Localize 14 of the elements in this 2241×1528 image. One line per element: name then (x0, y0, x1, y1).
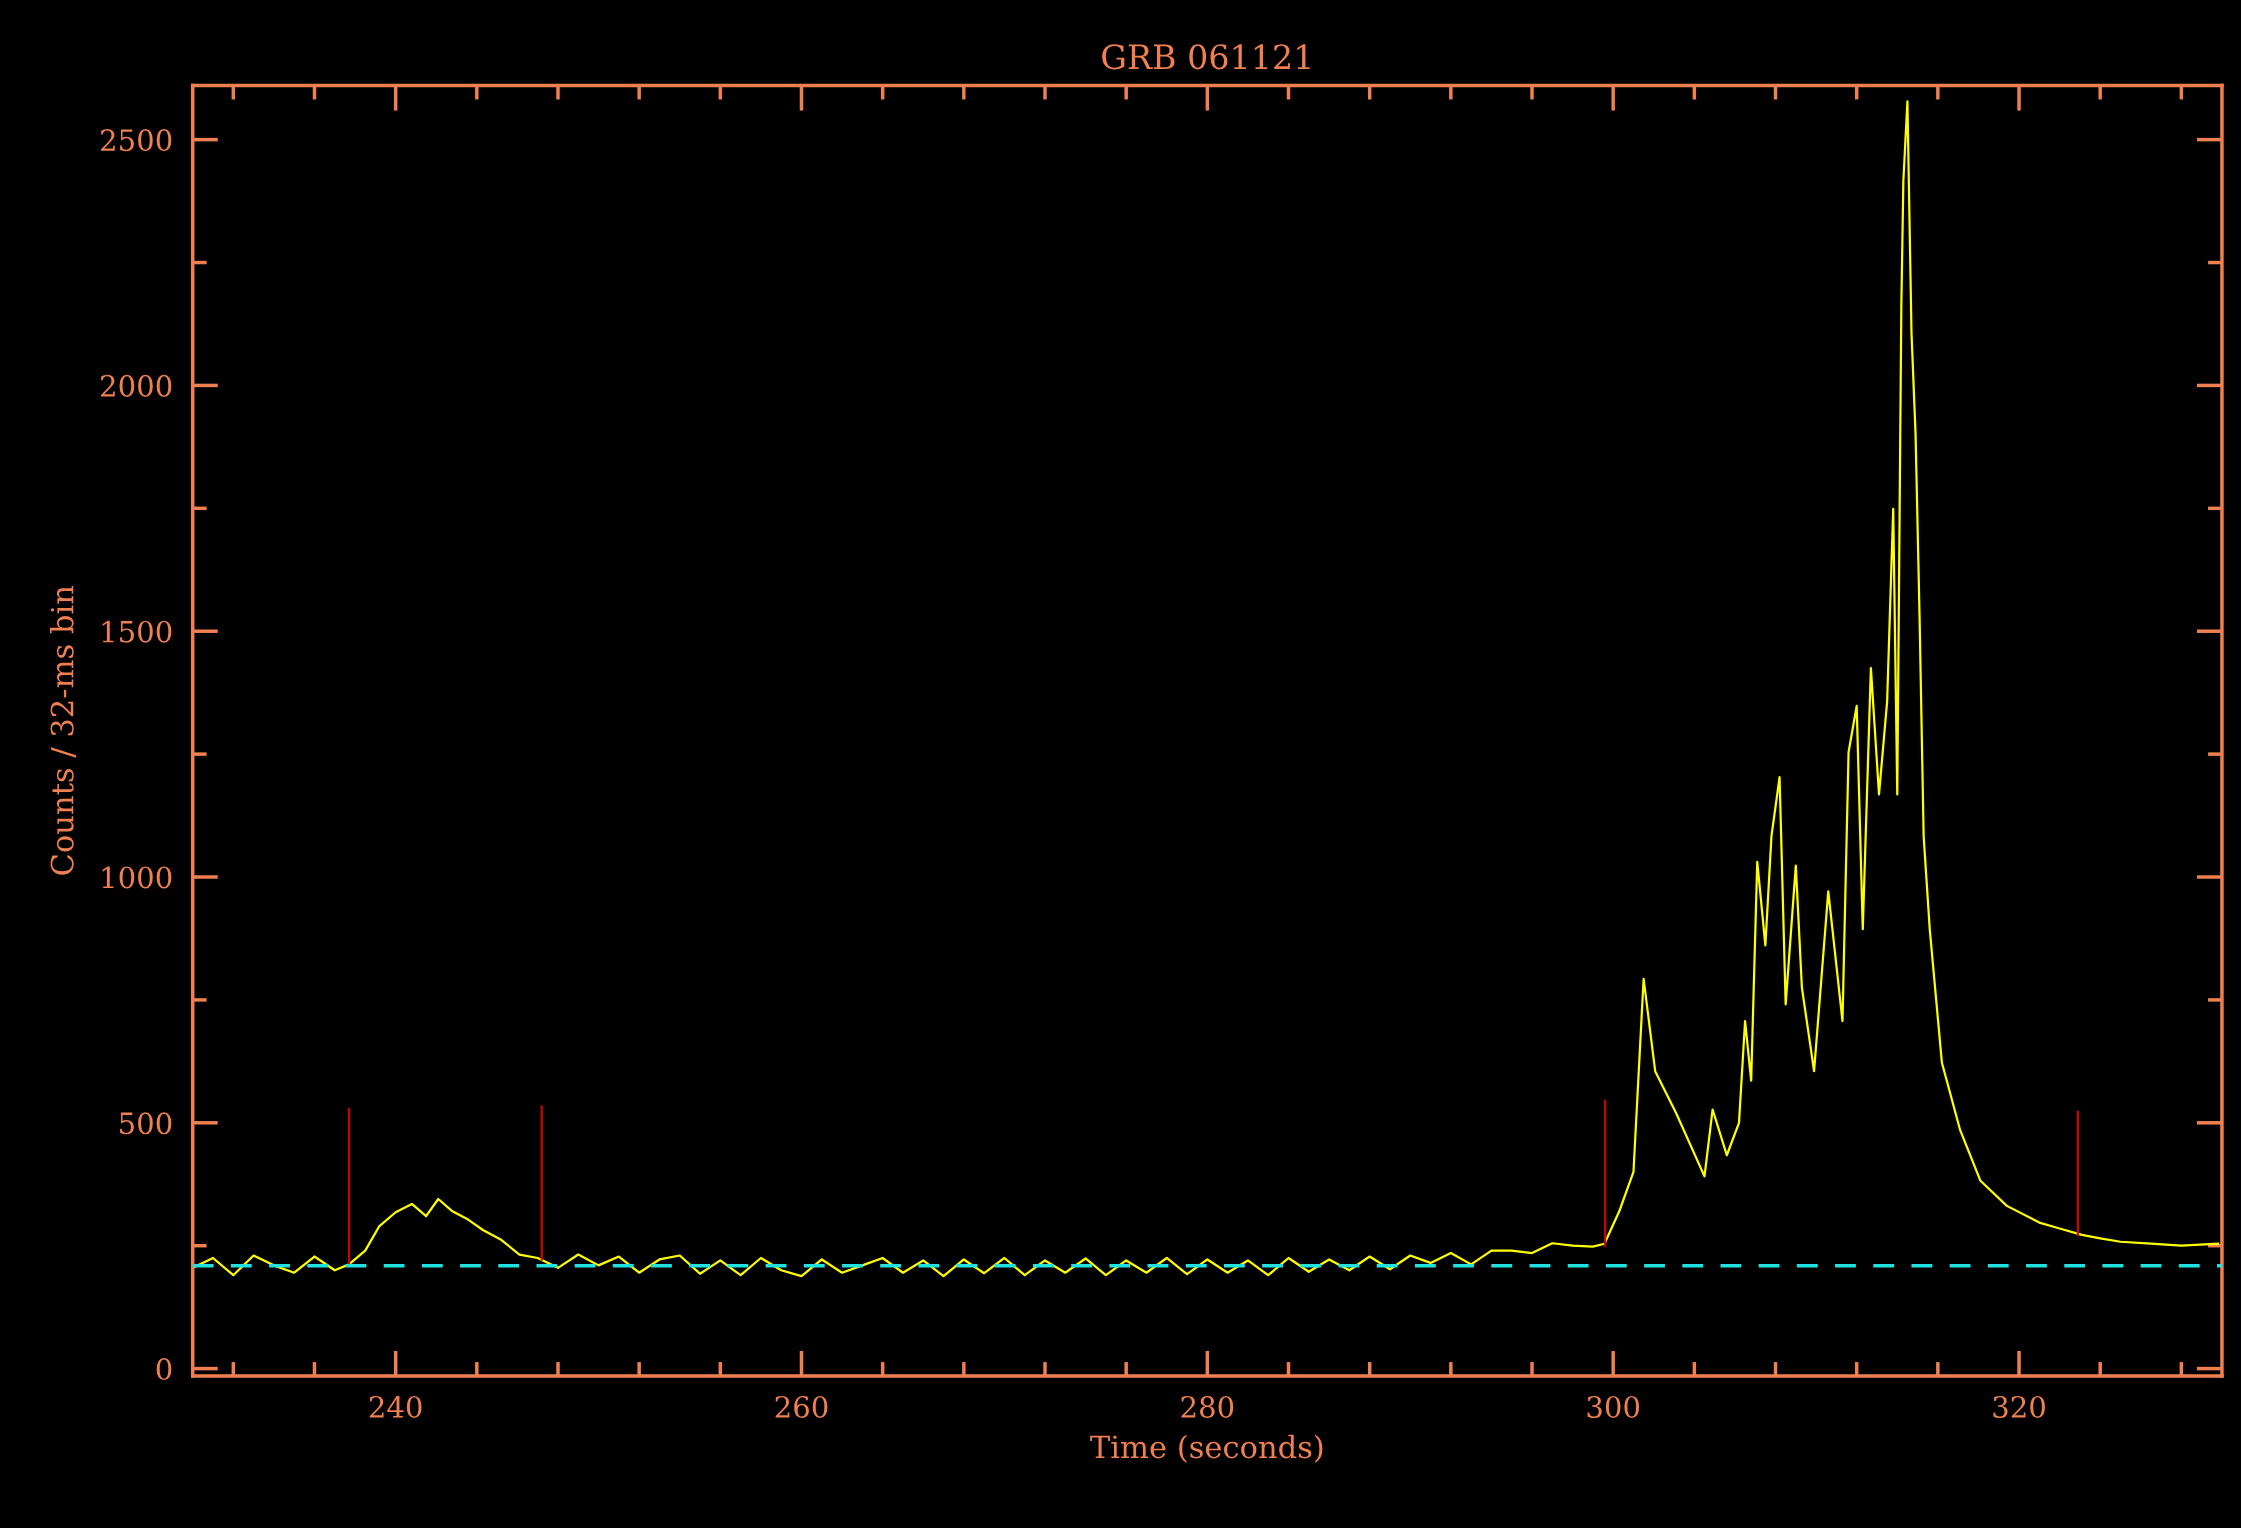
y-tick-label: 2500 (101, 129, 172, 152)
y-tick-label: 1000 (102, 866, 172, 889)
y-axis-title: Counts / 32-ms bin (50, 585, 77, 875)
chart-title: GRB 061121 (1102, 44, 1310, 70)
x-axis-title: Time (seconds) (1090, 1434, 1323, 1463)
y-tick-label: 500 (120, 1112, 172, 1135)
y-tick-label: 0 (156, 1358, 172, 1381)
y-tick-label: 2000 (101, 374, 172, 397)
y-tick-label: 1500 (102, 620, 172, 643)
x-tick-label: 300 (1587, 1395, 1640, 1418)
x-tick-label: 260 (775, 1395, 828, 1418)
x-tick-label: 240 (369, 1395, 422, 1418)
x-tick-label: 320 (1993, 1395, 2045, 1418)
x-tick-label: 280 (1181, 1395, 1234, 1418)
